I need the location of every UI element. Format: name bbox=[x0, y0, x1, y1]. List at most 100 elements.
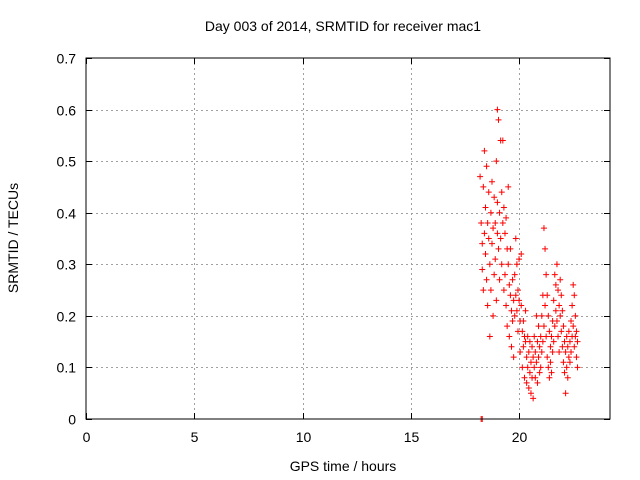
data-point bbox=[525, 348, 532, 355]
data-point bbox=[564, 374, 571, 381]
data-point bbox=[563, 364, 570, 371]
data-point bbox=[555, 333, 562, 340]
data-point bbox=[499, 137, 506, 144]
data-point bbox=[562, 348, 569, 355]
data-point bbox=[551, 271, 558, 278]
data-point bbox=[570, 281, 577, 288]
y-tick-label: 0.1 bbox=[57, 360, 77, 376]
data-point bbox=[521, 374, 528, 381]
data-point bbox=[546, 328, 553, 335]
data-point bbox=[573, 354, 580, 361]
data-point bbox=[517, 348, 524, 355]
data-point bbox=[559, 307, 566, 314]
data-point bbox=[530, 354, 537, 361]
data-point bbox=[488, 178, 495, 185]
data-point bbox=[526, 369, 533, 376]
plot-frame bbox=[85, 57, 611, 420]
data-point bbox=[561, 338, 568, 345]
data-point bbox=[519, 364, 526, 371]
data-point bbox=[546, 374, 553, 381]
x-tick-label: 10 bbox=[296, 429, 312, 445]
data-point bbox=[509, 318, 516, 325]
data-point bbox=[531, 333, 538, 340]
data-point bbox=[571, 343, 578, 350]
data-point bbox=[557, 276, 564, 283]
data-point bbox=[548, 333, 555, 340]
data-point bbox=[506, 281, 513, 288]
data-point bbox=[484, 220, 491, 227]
data-point bbox=[492, 256, 499, 263]
x-axis-label: GPS time / hours bbox=[290, 458, 397, 474]
data-point bbox=[507, 292, 514, 299]
data-point bbox=[485, 189, 492, 196]
data-point bbox=[566, 359, 573, 366]
data-point bbox=[487, 287, 494, 294]
y-tick-label: 0.3 bbox=[57, 257, 77, 273]
data-point bbox=[519, 328, 526, 335]
data-point bbox=[524, 364, 531, 371]
axis-ticks: 0 0.1 0.2 0.3 0.4 0.5 0.6 0.7 0 5 10 15 20 bbox=[57, 51, 610, 445]
data-point bbox=[538, 348, 545, 355]
data-point bbox=[485, 235, 492, 242]
data-point bbox=[480, 287, 487, 294]
data-point bbox=[537, 333, 544, 340]
data-point bbox=[494, 199, 501, 206]
data-point bbox=[512, 292, 519, 299]
data-point bbox=[566, 338, 573, 345]
data-point bbox=[501, 271, 508, 278]
data-point bbox=[536, 369, 543, 376]
data-point bbox=[500, 204, 507, 211]
data-point bbox=[543, 333, 550, 340]
data-point bbox=[561, 369, 568, 376]
data-point bbox=[488, 240, 495, 247]
data-point bbox=[495, 245, 502, 252]
data-point bbox=[511, 312, 518, 319]
data-point bbox=[534, 338, 541, 345]
x-tick-label: 20 bbox=[512, 429, 528, 445]
data-point bbox=[553, 318, 560, 325]
data-point bbox=[572, 333, 579, 340]
data-point bbox=[493, 297, 500, 304]
data-point bbox=[523, 379, 530, 386]
data-point bbox=[516, 256, 523, 263]
data-point bbox=[558, 292, 565, 299]
data-point bbox=[533, 359, 540, 366]
data-point bbox=[518, 302, 525, 309]
data-point bbox=[494, 230, 501, 237]
data-point bbox=[504, 323, 511, 330]
y-tick-label: 0.4 bbox=[57, 206, 77, 222]
data-point bbox=[520, 343, 527, 350]
data-point bbox=[568, 318, 575, 325]
data-point bbox=[556, 348, 563, 355]
data-point bbox=[513, 307, 520, 314]
data-point bbox=[531, 364, 538, 371]
data-point bbox=[524, 333, 531, 340]
data-point bbox=[569, 302, 576, 309]
data-point bbox=[548, 369, 555, 376]
data-point bbox=[479, 266, 486, 273]
data-point bbox=[496, 276, 503, 283]
data-point bbox=[553, 261, 560, 268]
data-point bbox=[495, 116, 502, 123]
data-point bbox=[516, 297, 523, 304]
data-point bbox=[573, 328, 580, 335]
data-point bbox=[505, 261, 512, 268]
data-point bbox=[537, 364, 544, 371]
data-point bbox=[544, 292, 551, 299]
y-tick-label: 0.7 bbox=[57, 51, 77, 67]
x-tick-label: 15 bbox=[404, 429, 420, 445]
data-point bbox=[479, 240, 486, 247]
data-point bbox=[574, 338, 581, 345]
data-point bbox=[562, 390, 569, 397]
data-point bbox=[481, 230, 488, 237]
data-point bbox=[501, 230, 508, 237]
data-point bbox=[535, 354, 542, 361]
data-point bbox=[498, 189, 505, 196]
y-tick-label: 0 bbox=[68, 412, 76, 428]
data-point bbox=[533, 312, 540, 319]
data-point bbox=[571, 292, 578, 299]
data-point bbox=[483, 276, 490, 283]
data-point bbox=[503, 302, 510, 309]
data-point bbox=[486, 333, 493, 340]
data-point bbox=[572, 312, 579, 319]
